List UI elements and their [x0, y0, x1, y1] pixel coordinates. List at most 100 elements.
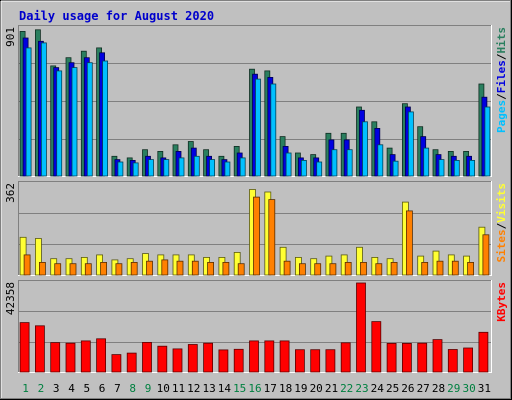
bar-pages-day-29 — [453, 159, 460, 177]
bar-pages-day-27 — [423, 147, 430, 177]
x-tick-day-30: 30 — [462, 382, 475, 395]
bar-pages-day-3 — [56, 70, 63, 177]
bar-sites-day-19 — [298, 263, 306, 276]
bar-pages-day-7 — [117, 161, 124, 177]
bar-sites-day-28 — [436, 260, 444, 276]
x-tick-day-24: 24 — [371, 382, 385, 395]
x-tick-day-29: 29 — [447, 382, 460, 395]
bar-kbytes-day-23 — [356, 282, 366, 373]
bar-sites-day-15 — [237, 263, 245, 276]
bar-sites-day-3 — [54, 263, 62, 276]
bar-pages-day-22 — [346, 149, 353, 177]
x-tick-day-10: 10 — [157, 382, 170, 395]
x-tick-day-13: 13 — [202, 382, 215, 395]
bar-kbytes-day-31 — [478, 331, 489, 373]
x-tick-day-7: 7 — [114, 382, 121, 395]
x-tick-day-27: 27 — [417, 382, 430, 395]
bar-sites-day-8 — [130, 261, 138, 276]
x-tick-day-11: 11 — [172, 382, 185, 395]
bar-sites-day-5 — [84, 263, 92, 276]
bar-kbytes-day-25 — [386, 342, 397, 373]
bar-pages-day-5 — [86, 62, 93, 177]
panel-top-ytick: 901 — [4, 27, 17, 47]
bar-pages-day-4 — [71, 67, 78, 177]
bar-kbytes-day-5 — [80, 340, 91, 373]
x-tick-day-5: 5 — [83, 382, 90, 395]
bar-sites-day-31 — [482, 234, 490, 276]
x-tick-day-14: 14 — [218, 382, 232, 395]
bar-sites-day-23 — [360, 261, 367, 276]
x-tick-day-15: 15 — [233, 382, 246, 395]
bar-sites-day-10 — [161, 259, 169, 276]
x-tick-day-9: 9 — [145, 382, 152, 395]
bar-kbytes-day-4 — [65, 342, 76, 373]
x-tick-day-12: 12 — [187, 382, 200, 395]
bar-kbytes-day-6 — [96, 338, 106, 373]
panel-top-legend: Pages/Files/Hits — [495, 27, 508, 133]
x-tick-day-2: 2 — [38, 382, 45, 395]
bar-kbytes-day-29 — [447, 349, 458, 373]
bar-kbytes-day-7 — [111, 354, 122, 373]
bar-pages-day-6 — [102, 60, 108, 177]
bar-kbytes-day-10 — [157, 345, 168, 373]
bar-kbytes-day-11 — [172, 348, 183, 373]
x-tick-day-22: 22 — [340, 382, 353, 395]
legend-label: / — [495, 93, 508, 100]
bar-sites-day-11 — [176, 260, 184, 276]
bar-kbytes-day-14 — [218, 349, 229, 373]
bar-visits-day-2 — [35, 238, 42, 276]
bar-pages-day-28 — [438, 159, 445, 177]
panel-middle-ytick: 362 — [4, 183, 17, 203]
bar-sites-day-29 — [451, 260, 459, 276]
bar-sites-day-13 — [207, 261, 215, 276]
bar-kbytes-day-26 — [401, 342, 412, 373]
bar-pages-day-19 — [300, 159, 307, 177]
bar-pages-day-11 — [178, 157, 185, 177]
bar-pages-day-20 — [316, 161, 323, 177]
bar-sites-day-25 — [390, 261, 398, 276]
bar-sites-day-27 — [421, 261, 429, 276]
bar-kbytes-day-15 — [233, 348, 244, 373]
bar-sites-day-4 — [69, 263, 77, 276]
x-tick-day-6: 6 — [99, 382, 106, 395]
bar-sites-day-6 — [100, 261, 107, 276]
bar-kbytes-day-1 — [19, 322, 30, 373]
bar-pages-day-8 — [132, 162, 139, 177]
bar-pages-day-14 — [224, 161, 231, 177]
bar-kbytes-day-20 — [310, 349, 321, 373]
bar-sites-day-14 — [222, 261, 230, 276]
bar-pages-day-9 — [148, 159, 154, 177]
bar-pages-day-12 — [193, 155, 200, 177]
bar-pages-day-2 — [41, 42, 47, 177]
bar-sites-day-30 — [467, 261, 475, 276]
legend-label: Sites — [495, 229, 508, 262]
bar-kbytes-day-3 — [50, 342, 61, 373]
bar-sites-day-26 — [405, 210, 413, 276]
bar-kbytes-day-21 — [325, 349, 336, 373]
x-tick-day-17: 17 — [264, 382, 277, 395]
x-tick-day-25: 25 — [386, 382, 399, 395]
x-tick-day-1: 1 — [22, 382, 29, 395]
bar-pages-day-18 — [285, 152, 292, 177]
bar-kbytes-day-12 — [187, 344, 198, 373]
bar-kbytes-day-17 — [264, 340, 275, 373]
bar-pages-day-10 — [163, 159, 170, 177]
bar-kbytes-day-22 — [340, 342, 351, 373]
bar-sites-day-9 — [146, 260, 153, 276]
bar-sites-day-7 — [115, 263, 123, 276]
bar-pages-day-16 — [255, 78, 261, 177]
legend-label: / — [495, 53, 508, 60]
legend-label: Visits — [495, 183, 508, 223]
legend-label: Files — [495, 60, 508, 93]
x-tick-day-19: 19 — [294, 382, 307, 395]
bar-pages-day-24 — [377, 144, 384, 177]
panel-middle-legend: Sites/Visits — [495, 183, 508, 263]
bar-pages-day-17 — [270, 83, 277, 177]
bar-sites-day-22 — [344, 261, 352, 276]
bar-pages-day-15 — [239, 157, 246, 177]
bar-kbytes-day-9 — [142, 341, 152, 373]
bar-kbytes-day-2 — [35, 325, 45, 373]
bar-pages-day-30 — [469, 159, 476, 177]
